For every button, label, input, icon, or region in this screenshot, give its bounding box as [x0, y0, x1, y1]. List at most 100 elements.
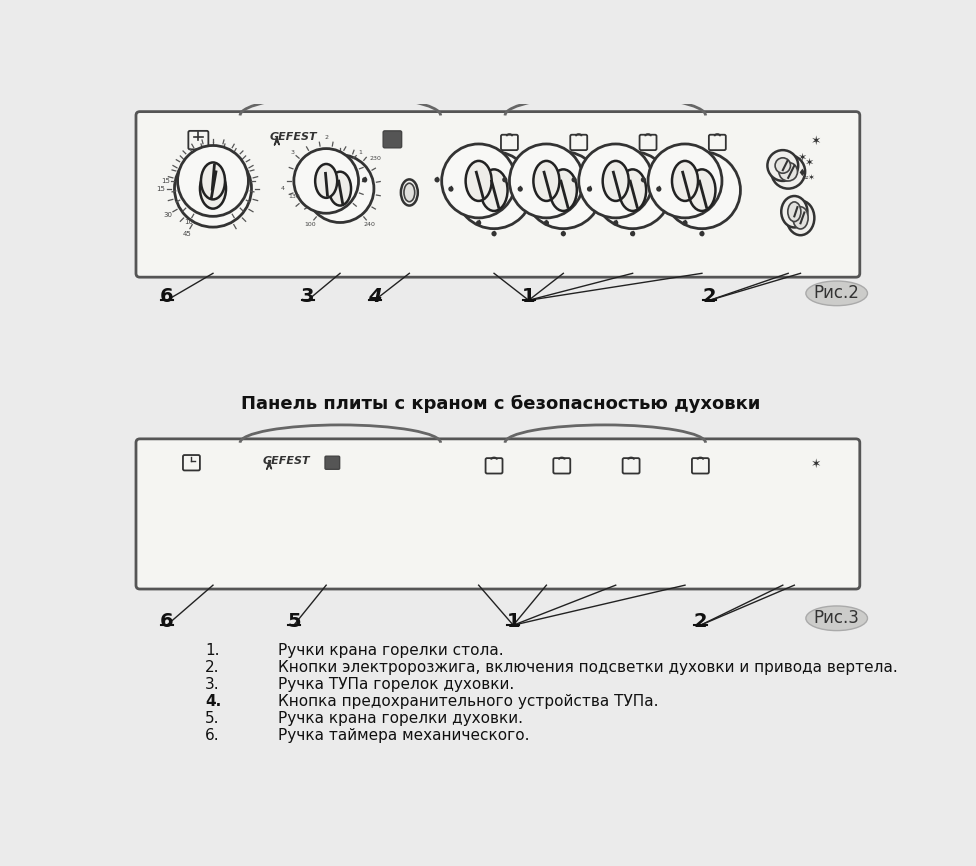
Ellipse shape	[672, 161, 698, 201]
Ellipse shape	[401, 179, 418, 205]
Text: ✶: ✶	[798, 153, 807, 163]
Text: 130: 130	[289, 194, 301, 199]
Text: 230: 230	[370, 157, 382, 161]
FancyBboxPatch shape	[136, 439, 860, 589]
Polygon shape	[518, 187, 522, 191]
Text: 1: 1	[507, 612, 520, 631]
Text: Кнопка предохранительного устройства ТУПа.: Кнопка предохранительного устройства ТУП…	[278, 694, 659, 708]
Text: 15: 15	[156, 185, 165, 191]
Polygon shape	[561, 232, 565, 236]
Ellipse shape	[688, 170, 715, 211]
Ellipse shape	[466, 161, 492, 201]
Polygon shape	[449, 187, 453, 191]
Text: 2: 2	[703, 288, 716, 307]
Circle shape	[664, 152, 741, 229]
Text: 100: 100	[305, 222, 316, 227]
Polygon shape	[435, 178, 439, 182]
Polygon shape	[572, 178, 576, 182]
Ellipse shape	[329, 171, 351, 205]
Text: 2: 2	[324, 134, 328, 139]
Text: 2: 2	[694, 612, 708, 631]
Ellipse shape	[603, 161, 629, 201]
Ellipse shape	[619, 170, 646, 211]
Text: 6: 6	[160, 288, 174, 307]
Text: 3.: 3.	[205, 677, 220, 692]
Polygon shape	[588, 187, 591, 191]
FancyBboxPatch shape	[325, 456, 340, 469]
Circle shape	[594, 152, 671, 229]
Circle shape	[648, 144, 722, 218]
Text: 45: 45	[183, 231, 191, 237]
Circle shape	[767, 150, 798, 181]
Text: 1: 1	[358, 150, 362, 155]
Ellipse shape	[404, 184, 415, 202]
Text: 6: 6	[160, 612, 174, 631]
Text: ✶: ✶	[811, 135, 821, 148]
Text: Панель плиты с краном с безопасностью духовки: Панель плиты с краном с безопасностью ду…	[240, 395, 760, 413]
Text: 5: 5	[287, 612, 301, 631]
Polygon shape	[614, 221, 618, 225]
Circle shape	[779, 162, 797, 181]
Ellipse shape	[201, 163, 225, 199]
Polygon shape	[683, 221, 687, 225]
Text: ✶: ✶	[811, 457, 821, 470]
Text: GEFEST: GEFEST	[270, 132, 317, 142]
Circle shape	[306, 155, 374, 223]
Text: ♦: ♦	[796, 168, 805, 178]
Circle shape	[775, 158, 791, 173]
Text: Кнопки электророзжига, включения подсветки духовки и привода вертела.: Кнопки электророзжига, включения подсвет…	[278, 660, 898, 675]
Polygon shape	[492, 232, 496, 236]
Text: 240: 240	[364, 222, 376, 227]
Ellipse shape	[549, 170, 577, 211]
Polygon shape	[657, 187, 661, 191]
Text: 6.: 6.	[205, 727, 220, 743]
Ellipse shape	[787, 201, 814, 236]
Text: 3: 3	[301, 288, 314, 307]
Ellipse shape	[534, 161, 559, 201]
Polygon shape	[641, 178, 645, 182]
Ellipse shape	[781, 196, 807, 228]
Circle shape	[442, 144, 515, 218]
Ellipse shape	[793, 207, 808, 229]
Ellipse shape	[200, 169, 226, 209]
Text: 3: 3	[291, 150, 295, 155]
Text: 2.: 2.	[205, 660, 220, 675]
Circle shape	[525, 152, 602, 229]
Text: 1: 1	[522, 288, 536, 307]
Text: 4: 4	[368, 288, 382, 307]
Text: Ручка таймера механического.: Ручка таймера механического.	[278, 727, 530, 743]
Polygon shape	[545, 221, 549, 225]
Ellipse shape	[806, 281, 868, 306]
Text: Рис.2: Рис.2	[814, 284, 860, 302]
Circle shape	[294, 149, 358, 213]
Polygon shape	[503, 178, 507, 182]
Ellipse shape	[315, 164, 337, 197]
Circle shape	[178, 145, 249, 216]
Text: Ручка крана горелки духовки.: Ручка крана горелки духовки.	[278, 711, 523, 726]
Ellipse shape	[788, 202, 801, 222]
Text: ≈✶: ≈✶	[801, 174, 815, 183]
Text: 10: 10	[184, 219, 193, 225]
Circle shape	[175, 150, 252, 227]
Ellipse shape	[806, 606, 868, 630]
Polygon shape	[363, 178, 367, 182]
Polygon shape	[476, 221, 480, 225]
Text: ✶: ✶	[805, 158, 814, 167]
Text: Ручки крана горелки стола.: Ручки крана горелки стола.	[278, 643, 504, 658]
Circle shape	[456, 152, 533, 229]
Text: 4: 4	[281, 186, 285, 191]
Text: Ручка ТУПа горелок духовки.: Ручка ТУПа горелок духовки.	[278, 677, 514, 692]
Text: 15: 15	[161, 178, 170, 184]
Text: 5.: 5.	[205, 711, 220, 726]
Polygon shape	[700, 232, 704, 236]
Circle shape	[509, 144, 584, 218]
Text: GEFEST: GEFEST	[263, 456, 310, 466]
Circle shape	[771, 155, 805, 189]
Circle shape	[579, 144, 653, 218]
Polygon shape	[630, 232, 634, 236]
FancyBboxPatch shape	[384, 131, 402, 148]
Ellipse shape	[480, 170, 508, 211]
Text: 1.: 1.	[205, 643, 220, 658]
FancyBboxPatch shape	[136, 112, 860, 277]
Text: Рис.3: Рис.3	[814, 610, 860, 627]
